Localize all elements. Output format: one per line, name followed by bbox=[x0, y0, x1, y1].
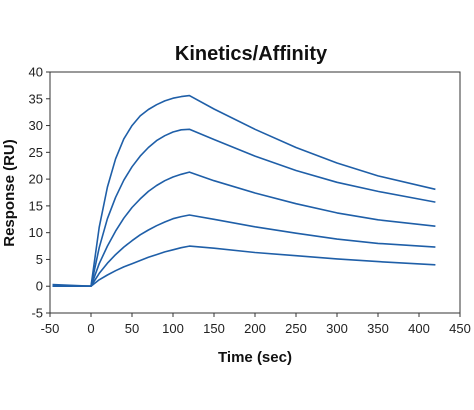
y-tick-label: -5 bbox=[31, 306, 43, 321]
x-tick-label: 200 bbox=[244, 321, 266, 336]
y-tick-label: 15 bbox=[29, 198, 43, 213]
x-tick-label: 0 bbox=[87, 321, 94, 336]
x-tick-label: -50 bbox=[41, 321, 60, 336]
y-tick-label: 0 bbox=[36, 279, 43, 294]
series-line-4 bbox=[52, 214, 436, 288]
y-tick-label: 40 bbox=[29, 65, 43, 80]
x-tick-label: 300 bbox=[326, 321, 348, 336]
series-line-1 bbox=[52, 94, 436, 288]
y-tick-label: 10 bbox=[29, 225, 43, 240]
x-tick-label: 50 bbox=[125, 321, 139, 336]
y-tick-label: 20 bbox=[29, 172, 43, 187]
y-tick-label: 35 bbox=[29, 91, 43, 106]
series-line-5 bbox=[52, 245, 436, 288]
y-axis: -5 0 5 10 15 20 25 30 35 40 bbox=[29, 65, 50, 321]
x-tick-label: 150 bbox=[203, 321, 225, 336]
chart-title: Kinetics/Affinity bbox=[175, 43, 328, 65]
series-layer bbox=[52, 94, 436, 288]
y-tick-label: 30 bbox=[29, 118, 43, 133]
x-tick-label: 250 bbox=[285, 321, 307, 336]
series-line-2 bbox=[52, 128, 436, 288]
y-tick-label: 5 bbox=[36, 252, 43, 267]
series-line-3 bbox=[52, 171, 436, 288]
x-axis: -50 0 50 100 150 200 250 300 350 400 450 bbox=[41, 313, 471, 336]
x-axis-label: Time (sec) bbox=[218, 349, 292, 366]
x-tick-label: 400 bbox=[408, 321, 430, 336]
y-axis-label: Response (RU) bbox=[1, 139, 18, 247]
x-tick-label: 450 bbox=[449, 321, 471, 336]
y-tick-label: 25 bbox=[29, 145, 43, 160]
x-tick-label: 350 bbox=[367, 321, 389, 336]
x-tick-label: 100 bbox=[162, 321, 184, 336]
